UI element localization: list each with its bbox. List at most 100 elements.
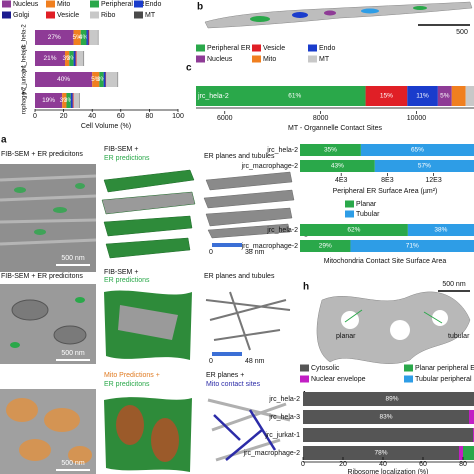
bar-segment	[303, 392, 474, 406]
x-tick-label: 10000	[407, 115, 427, 122]
legend-label: Tubular peripheral ER	[415, 376, 474, 383]
legend-swatch	[46, 11, 55, 19]
legend-label: MT	[145, 12, 156, 19]
category-label: jrc_macrophage-2	[241, 243, 299, 250]
panel-header: Mito Predictions +	[104, 372, 160, 379]
legend-swatch	[308, 55, 317, 63]
value-label: 27%	[48, 34, 61, 41]
value-label: 78%	[374, 450, 387, 457]
bar-segment	[459, 446, 463, 460]
bar-segment	[105, 72, 106, 87]
panel-header: FIB-SEM + ER predicitons	[1, 273, 83, 280]
legend-swatch	[134, 0, 143, 8]
micrographs	[0, 164, 471, 474]
x-tick-label: 20	[60, 113, 68, 120]
value-label: 57%	[418, 163, 431, 170]
bar-segment	[300, 144, 361, 156]
bar-segment	[103, 72, 106, 87]
bar-segment	[106, 72, 118, 87]
x-axis-label: Peripheral ER Surface Area (µm²)	[333, 188, 438, 195]
bar-segment	[407, 86, 438, 106]
value-label: 38%	[434, 227, 447, 234]
x-tick-label: 40	[379, 461, 387, 468]
x-axis-label: Cell Volume (%)	[81, 123, 131, 130]
value-label: 65%	[411, 147, 424, 154]
legend-swatch	[345, 210, 354, 218]
annotation: tubular	[448, 333, 470, 340]
legend-label: Nucleus	[13, 1, 39, 8]
bar-segment	[72, 93, 74, 108]
bar-segment	[300, 240, 351, 252]
x-tick-label: 20	[339, 461, 347, 468]
bar-segment	[35, 72, 93, 87]
legend-swatch	[300, 375, 309, 383]
category-label: jrc_macrophage-2	[243, 450, 301, 457]
legend-swatch	[308, 44, 317, 52]
legend-label: Tubular	[356, 211, 380, 218]
legend-label: Nucleus	[207, 56, 233, 63]
bar-segment	[73, 93, 80, 108]
legend-label: Cytosolic	[311, 365, 340, 372]
value-label: 5%	[91, 76, 101, 83]
value-label: 71%	[406, 243, 419, 250]
scale-label: 500	[456, 29, 468, 36]
category-label: jrc_jurkat-1	[22, 64, 28, 95]
bar-segment	[72, 93, 73, 108]
legend-label: Vesicle	[57, 12, 79, 19]
panel-label: b	[197, 2, 203, 13]
colorbar-label: 48 nm	[245, 358, 265, 365]
x-tick-label: 60	[117, 113, 125, 120]
category-label: jrc_hela-3	[268, 414, 300, 421]
bar-segment	[407, 224, 474, 236]
bar-segment	[196, 86, 366, 106]
value-label: 4%	[79, 34, 89, 41]
bar-segment	[360, 144, 474, 156]
bar-segment	[35, 93, 63, 108]
panel-label: a	[1, 135, 7, 146]
bar-segment	[70, 93, 73, 108]
bar-segment	[69, 51, 74, 66]
bar-segment	[350, 240, 474, 252]
x-tick-label: 4E3	[335, 177, 348, 184]
legend-swatch	[90, 0, 99, 8]
legend-label: Ribo	[101, 12, 116, 19]
legend-label: MT	[319, 56, 330, 63]
bar-segment	[75, 51, 77, 66]
bar-segment	[73, 51, 76, 66]
bar-segment	[303, 446, 459, 460]
x-axis-label: Ribosome localization (%)	[348, 469, 429, 474]
scale-label: 500 nm	[442, 281, 466, 288]
x-tick-label: 80	[146, 113, 154, 120]
legend-swatch	[2, 11, 11, 19]
value-label: 11%	[416, 93, 429, 100]
bar-segment	[300, 160, 375, 172]
bar-segment	[73, 30, 81, 45]
bar-segment	[92, 72, 100, 87]
panel-header: FIB-SEM + ER predicitons	[1, 151, 83, 158]
colorbar-label: 38 nm	[245, 249, 265, 256]
legend-swatch	[90, 11, 99, 19]
value-label: 21%	[44, 55, 57, 62]
value-label: 61%	[288, 93, 301, 100]
value-label: 3%	[67, 55, 77, 62]
legend-label: Planar peripheral ER	[415, 365, 474, 372]
bar-segment	[87, 30, 89, 45]
value-label: 35%	[324, 147, 337, 154]
bar-segment	[88, 30, 90, 45]
panel-header: ER predictions	[104, 155, 150, 162]
category-label: jrc_hela-2	[266, 147, 298, 154]
value-label: 89%	[385, 396, 398, 403]
cell-rendering	[204, 1, 473, 29]
legend-label: Planar	[356, 201, 377, 208]
bar-segment	[75, 51, 76, 66]
panel-header: Mito contact sites	[206, 381, 261, 388]
colorbar-label: 0	[209, 249, 213, 256]
value-label: 3%	[64, 97, 74, 104]
bar-segment	[303, 410, 469, 424]
bar-segment	[303, 428, 473, 442]
annotation: planar	[336, 333, 356, 340]
bar-segment	[374, 160, 474, 172]
value-label: 43%	[331, 163, 344, 170]
panel-header: ER planes and tubules	[204, 273, 275, 280]
